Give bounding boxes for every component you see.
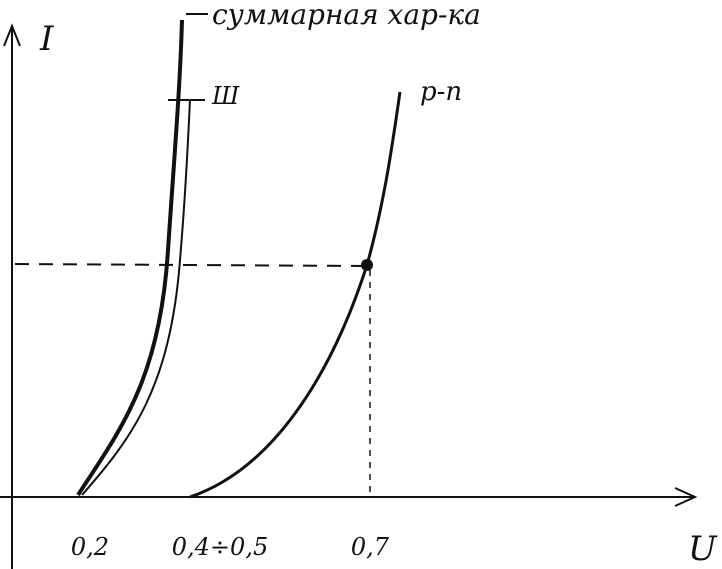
tick-label: 0,7 [351, 533, 390, 561]
schottky-label: Ш [211, 82, 240, 110]
x-arrow [674, 487, 698, 507]
operating-point [361, 259, 373, 271]
total-curve [76, 19, 184, 497]
tick-label: 0,4÷0,5 [172, 533, 268, 561]
total-label: суммарная хар-ка [212, 0, 481, 31]
pn-label: p-n [420, 77, 462, 107]
tick-label: 0,2 [71, 533, 109, 561]
schottky-curve [81, 99, 191, 496]
y-label: I [39, 19, 54, 59]
guide-horizontal [14, 263, 368, 267]
y-arrow [3, 23, 21, 47]
pn-curve [189, 91, 402, 499]
x-label: U [688, 529, 718, 569]
